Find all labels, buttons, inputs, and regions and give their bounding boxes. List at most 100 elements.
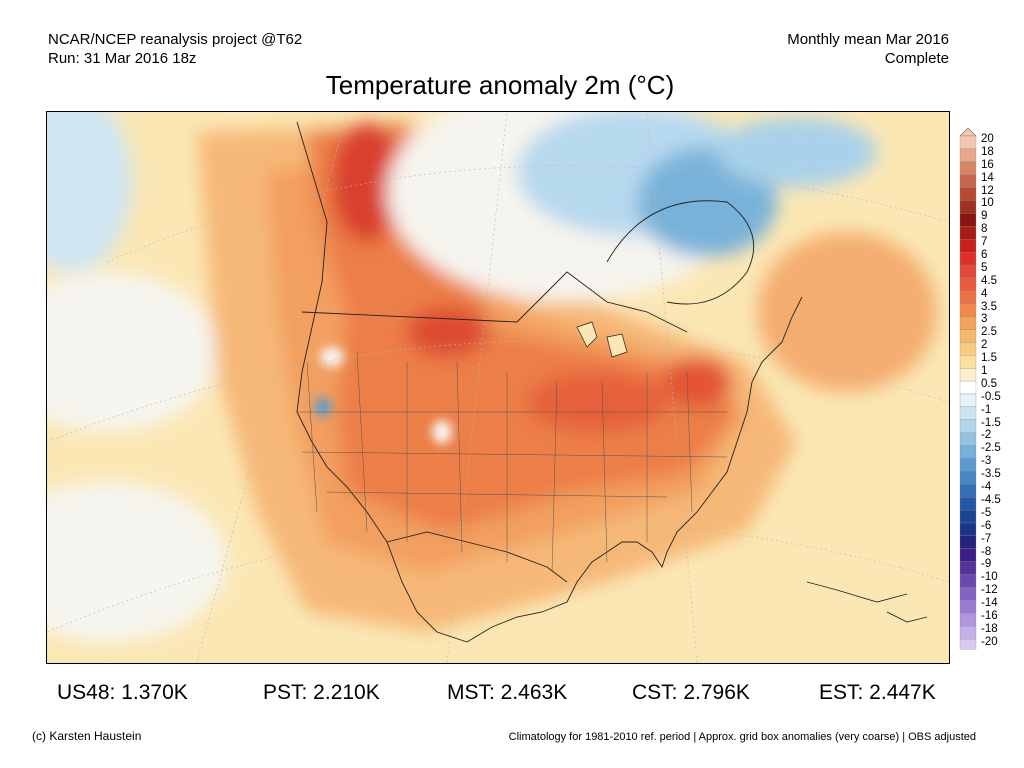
stat-cst: CST: 2.796K: [632, 681, 750, 704]
colorbar-tick-label: -5: [981, 506, 992, 519]
colorbar-tick-label: 5: [981, 261, 988, 274]
colorbar-tick-label: -8: [981, 545, 992, 558]
colorbar-tick-label: -6: [981, 519, 992, 532]
colorbar-swatch: [959, 600, 977, 614]
colorbar: [959, 128, 977, 650]
colorbar-tick-label: -2: [981, 429, 992, 442]
colorbar-swatch: [959, 277, 977, 291]
colorbar-swatch: [959, 161, 977, 175]
run-line: Run: 31 Mar 2016 18z: [48, 50, 197, 67]
colorbar-tick-label: -16: [981, 609, 998, 622]
colorbar-swatch: [959, 148, 977, 162]
colorbar-tick-label: 7: [981, 236, 988, 249]
colorbar-tick-label: 1.5: [981, 352, 997, 365]
status-line: Complete: [884, 50, 949, 67]
colorbar-swatch: [959, 497, 977, 511]
colorbar-swatch: [959, 509, 977, 524]
colorbar-tick-label: 9: [981, 210, 988, 223]
colorbar-tick-label: -14: [981, 597, 998, 610]
colorbar-top-arrow: [959, 128, 977, 137]
colorbar-tick-label: -7: [981, 532, 992, 545]
colorbar-tick-label: 1: [981, 365, 988, 378]
colorbar-tick-label: -9: [981, 558, 992, 571]
colorbar-swatch: [959, 174, 977, 188]
colorbar-swatch: [959, 368, 977, 382]
colorbar-tick-label: -2.5: [981, 442, 1001, 455]
colorbar-tick-label: 4.5: [981, 274, 997, 287]
colorbar-swatch: [959, 380, 977, 395]
colorbar-tick-label: -3: [981, 455, 992, 468]
colorbar-swatch: [959, 329, 977, 343]
colorbar-swatch: [959, 587, 977, 601]
period-line: Monthly mean Mar 2016: [787, 31, 949, 48]
colorbar-tick-label: -3.5: [981, 468, 1001, 481]
colorbar-swatch: [959, 406, 977, 420]
colorbar-swatch: [959, 316, 977, 330]
colorbar-tick-label: 12: [981, 184, 994, 197]
colorbar-swatch: [959, 613, 977, 627]
colorbar-swatch: [959, 226, 977, 240]
stat-est: EST: 2.447K: [819, 681, 936, 704]
colorbar-swatch: [959, 135, 977, 150]
colorbar-swatch: [959, 355, 977, 369]
colorbar-tick-label: -18: [981, 622, 998, 635]
colorbar-tick-label: 18: [981, 145, 994, 158]
colorbar-tick-label: -4: [981, 481, 992, 494]
footnote: Climatology for 1981-2010 ref. period | …: [508, 731, 976, 743]
colorbar-swatch: [959, 548, 977, 562]
colorbar-tick-label: -4.5: [981, 493, 1001, 506]
colorbar-swatch: [959, 393, 977, 408]
colorbar-swatch: [959, 574, 977, 588]
header-period: Monthly mean Mar 2016 Complete: [787, 30, 949, 68]
colorbar-swatch: [959, 239, 977, 253]
colorbar-tick-label: 3.5: [981, 300, 997, 313]
colorbar-tick-label: 8: [981, 223, 988, 236]
colorbar-tick-label: 10: [981, 197, 994, 210]
colorbar-tick-label: -10: [981, 571, 998, 584]
colorbar-swatch: [959, 522, 977, 537]
colorbar-swatch: [959, 484, 977, 498]
colorbar-tick-label: 0.5: [981, 377, 997, 390]
colorbar-swatch: [959, 342, 977, 356]
map-title: Temperature anomaly 2m (°C): [325, 70, 675, 100]
anomaly-map: [46, 111, 950, 664]
colorbar-swatch: [959, 432, 977, 446]
stat-us48: US48: 1.370K: [57, 681, 188, 704]
colorbar-tick-label: 2.5: [981, 326, 997, 339]
colorbar-tick-label: 14: [981, 171, 994, 184]
source-line-1: NCAR/NCEP reanalysis project @T62: [48, 31, 303, 48]
colorbar-swatch: [959, 471, 977, 485]
colorbar-swatch: [959, 213, 977, 227]
colorbar-tick-label: -0.5: [981, 390, 1001, 403]
colorbar-swatch: [959, 187, 977, 201]
colorbar-swatch: [959, 561, 977, 575]
colorbar-tick-label: 4: [981, 287, 988, 300]
colorbar-swatch: [959, 458, 977, 472]
colorbar-swatch: [959, 251, 977, 266]
colorbar-tick-label: 3: [981, 313, 988, 326]
colorbar-tick-label: -1.5: [981, 416, 1001, 429]
colorbar-labels: 20 18 16 14 12 10 9 8 7 6 5 4.5 4 3.5 3 2.5 2 1.5 1 0.5 -0.5…: [981, 133, 1001, 649]
colorbar-swatch: [959, 264, 977, 279]
colorbar-swatch: [959, 445, 977, 459]
colorbar-swatch: [959, 200, 977, 214]
colorbar-swatch: [959, 303, 977, 317]
colorbar-tick-label: 20: [981, 133, 994, 145]
colorbar-tick-label: -20: [981, 635, 998, 648]
credit: (c) Karsten Haustein: [32, 729, 142, 743]
colorbar-swatch: [959, 290, 977, 304]
colorbar-swatch: [959, 638, 977, 650]
colorbar-tick-label: 2: [981, 339, 988, 352]
anomaly-map-graphic: [47, 112, 949, 663]
stat-mst: MST: 2.463K: [447, 681, 568, 704]
stat-pst: PST: 2.210K: [263, 681, 380, 704]
colorbar-tick-label: 6: [981, 249, 988, 262]
header-source: NCAR/NCEP reanalysis project @T62 Run: 3…: [48, 30, 302, 68]
colorbar-swatch: [959, 626, 977, 640]
colorbar-tick-label: -1: [981, 403, 992, 416]
colorbar-tick-label: 16: [981, 158, 994, 171]
colorbar-swatch: [959, 535, 977, 549]
colorbar-tick-label: -12: [981, 584, 998, 597]
colorbar-swatch: [959, 419, 977, 433]
regional-stats: US48: 1.370K PST: 2.210K MST: 2.463K CST…: [0, 681, 1024, 707]
